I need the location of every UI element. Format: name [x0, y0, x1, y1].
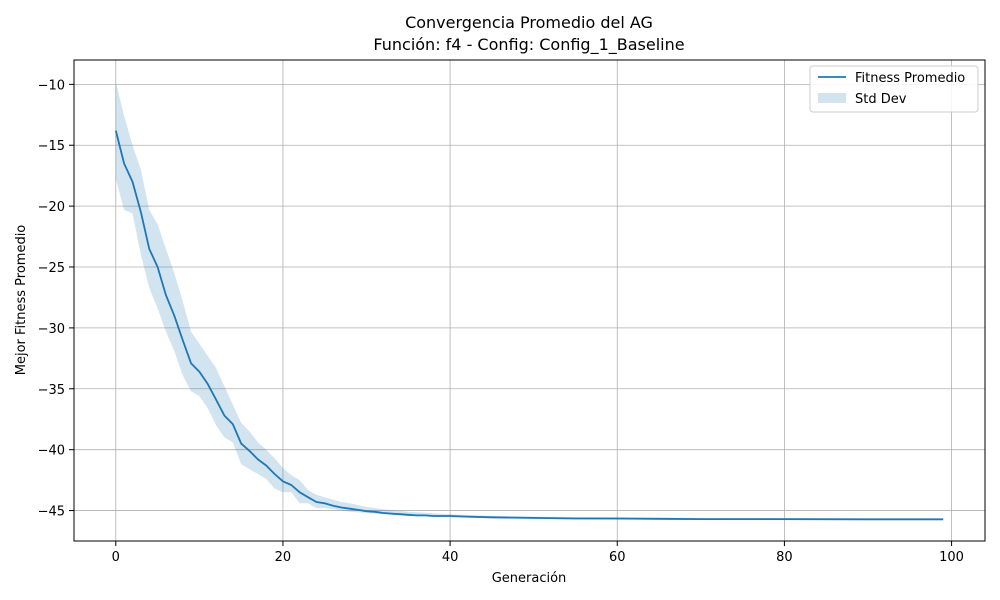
fitness-line-layer	[114, 130, 944, 521]
x-axis-ticks: 0 20 40 60 80 100	[112, 541, 964, 565]
legend-band-swatch	[818, 93, 846, 103]
y-tick-label-4: −30	[38, 322, 65, 337]
y-tick-label-3: −25	[38, 261, 65, 276]
legend-box	[809, 65, 979, 113]
x-tick-label-0: 0	[112, 550, 120, 565]
y-tick-label-1: −15	[38, 139, 65, 154]
plot-frame	[73, 59, 986, 542]
x-tick-label-2: 40	[442, 550, 459, 565]
chart-subtitle: Función: f4 - Config: Config_1_Baseline	[373, 35, 684, 55]
x-axis-label: Generación	[492, 571, 567, 586]
y-tick-label-2: −20	[38, 200, 65, 215]
x-tick-label-5: 100	[939, 550, 964, 565]
fitness-promedio-line	[114, 130, 944, 521]
chart-title: Convergencia Promedio del AG	[405, 13, 653, 32]
grid	[74, 60, 985, 541]
x-tick-label-1: 20	[275, 550, 292, 565]
legend: Fitness Promedio Std Dev	[809, 65, 979, 113]
legend-label-stddev: Std Dev	[855, 92, 907, 107]
y-tick-label-0: −10	[38, 78, 65, 93]
y-axis-ticks: −10 −15 −20 −25 −30 −35 −40 −45	[38, 78, 74, 520]
x-tick-label-4: 80	[776, 550, 793, 565]
x-tick-label-3: 60	[609, 550, 626, 565]
y-tick-label-6: −40	[38, 444, 65, 459]
legend-label-fitness: Fitness Promedio	[855, 71, 965, 86]
y-tick-label-5: −35	[38, 383, 65, 398]
y-axis-label: Mejor Fitness Promedio	[14, 225, 29, 376]
y-tick-label-7: −45	[38, 505, 65, 520]
